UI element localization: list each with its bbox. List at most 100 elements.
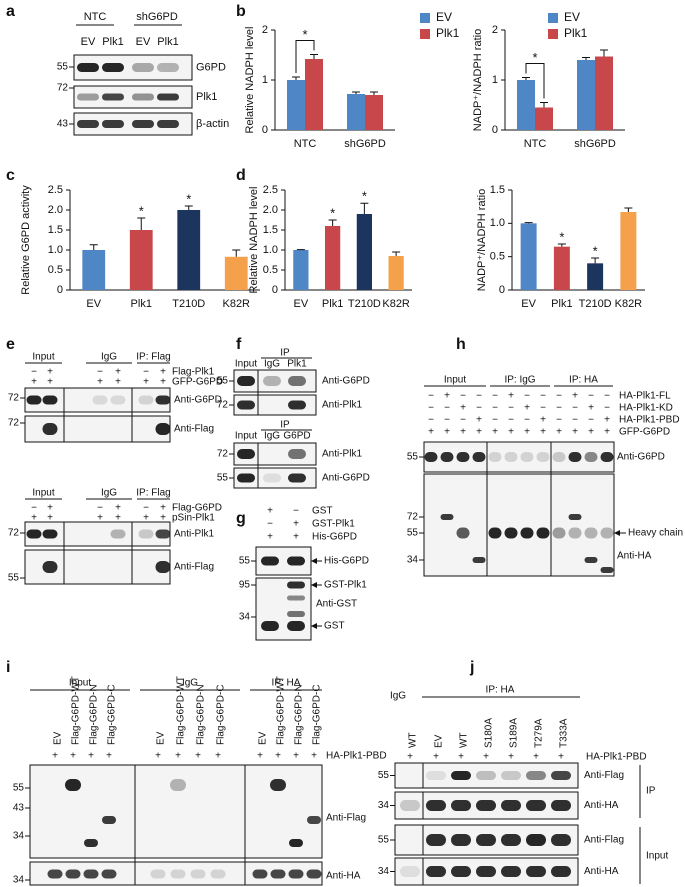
error-bar <box>624 207 633 212</box>
bar <box>325 226 341 290</box>
sign: − <box>143 367 149 378</box>
blot-band <box>451 834 471 846</box>
sign: + <box>70 751 76 762</box>
blot-band <box>77 63 99 72</box>
sign: − <box>267 519 273 530</box>
error-bar <box>310 54 318 59</box>
bar <box>224 256 248 290</box>
blot-band <box>157 93 179 101</box>
error-bar <box>352 91 360 94</box>
sign: − <box>428 403 434 414</box>
sign: + <box>540 415 546 426</box>
significance-bracket <box>295 40 315 73</box>
sign: + <box>476 415 482 426</box>
size-marker: 72 <box>217 400 229 411</box>
y-tick-label: 1.0 <box>490 217 505 229</box>
blot-band <box>288 473 306 483</box>
x-tick-label: Plk1 <box>322 298 343 310</box>
label: IgG <box>390 691 406 702</box>
lane-label: T279A <box>534 718 545 748</box>
label: IP <box>280 348 290 359</box>
size-marker: 55 <box>217 376 229 387</box>
label: Anti-Flag <box>174 562 214 573</box>
y-tick-label: 2.5 <box>263 184 278 196</box>
sign: + <box>31 377 37 388</box>
blot-band <box>261 621 279 631</box>
size-marker: 72 <box>407 512 419 523</box>
sign: − <box>476 391 482 402</box>
blot-band <box>110 395 126 405</box>
significance-star: * <box>139 203 144 218</box>
blot-band <box>488 527 502 539</box>
blot-band <box>157 63 179 72</box>
panel-letter: d <box>236 167 246 184</box>
blot-band <box>288 376 306 386</box>
blot-band <box>552 527 566 539</box>
label: Anti-HA <box>584 800 619 811</box>
lane-label: Flag-G6PD-N <box>89 684 100 745</box>
label: EV <box>136 36 151 48</box>
blot-band <box>26 395 42 405</box>
x-tick-label: Plk1 <box>131 298 152 310</box>
blot-band <box>261 556 279 566</box>
blot-band <box>551 800 571 811</box>
sign: − <box>572 403 578 414</box>
sign: − <box>492 391 498 402</box>
blot-band <box>440 452 454 462</box>
blot-band <box>42 529 58 539</box>
sign: + <box>572 391 578 402</box>
label: GST <box>324 621 345 632</box>
blot-band <box>270 869 286 879</box>
label: IP: Flag <box>136 352 170 363</box>
blot-band <box>157 120 179 128</box>
bar <box>305 59 323 130</box>
bar <box>620 212 637 290</box>
bar <box>553 246 570 290</box>
sign: − <box>540 403 546 414</box>
label: IgG <box>101 352 117 363</box>
sign: + <box>115 377 121 388</box>
label: Anti-G6PD <box>617 452 665 463</box>
lane-label: EV <box>156 731 167 745</box>
blot-band <box>584 452 598 462</box>
sign: − <box>444 403 450 414</box>
y-tick-label: 1.5 <box>490 184 505 196</box>
label: Input <box>69 678 91 689</box>
sign: + <box>160 377 166 388</box>
x-tick-label: EV <box>86 298 101 310</box>
sign: + <box>195 751 201 762</box>
error-bar <box>232 249 241 257</box>
label: IP: HA <box>272 678 301 689</box>
lane-label: Flag-G6PD-WT <box>71 676 82 745</box>
blot-band <box>42 561 58 573</box>
sign: + <box>533 752 539 763</box>
blot-band <box>77 93 99 101</box>
y-tick-label: 1 <box>262 74 268 86</box>
significance-bracket <box>525 63 545 99</box>
sign: − <box>460 415 466 426</box>
label: Input <box>32 352 54 363</box>
sign: − <box>524 415 530 426</box>
y-tick-label: 0 <box>57 284 63 296</box>
sign: − <box>428 415 434 426</box>
blot-band <box>426 834 446 846</box>
size-marker: 55 <box>57 62 69 73</box>
sign: + <box>558 752 564 763</box>
sign: − <box>604 391 610 402</box>
panel-letter: e <box>6 336 15 353</box>
sign: + <box>433 752 439 763</box>
x-tick-label: EV <box>294 298 309 310</box>
label: Anti-G6PD <box>322 473 370 484</box>
size-marker: 55 <box>407 452 419 463</box>
lane-label: S180A <box>484 718 495 748</box>
condition-label: GST-Plk1 <box>312 519 355 530</box>
blot-band <box>476 800 496 811</box>
sign: + <box>458 752 464 763</box>
error-bar <box>600 49 608 57</box>
sign: + <box>508 752 514 763</box>
sign: + <box>97 377 103 388</box>
x-tick-label: shG6PD <box>574 138 616 150</box>
blot-band <box>237 449 255 459</box>
blot-band <box>568 514 582 520</box>
